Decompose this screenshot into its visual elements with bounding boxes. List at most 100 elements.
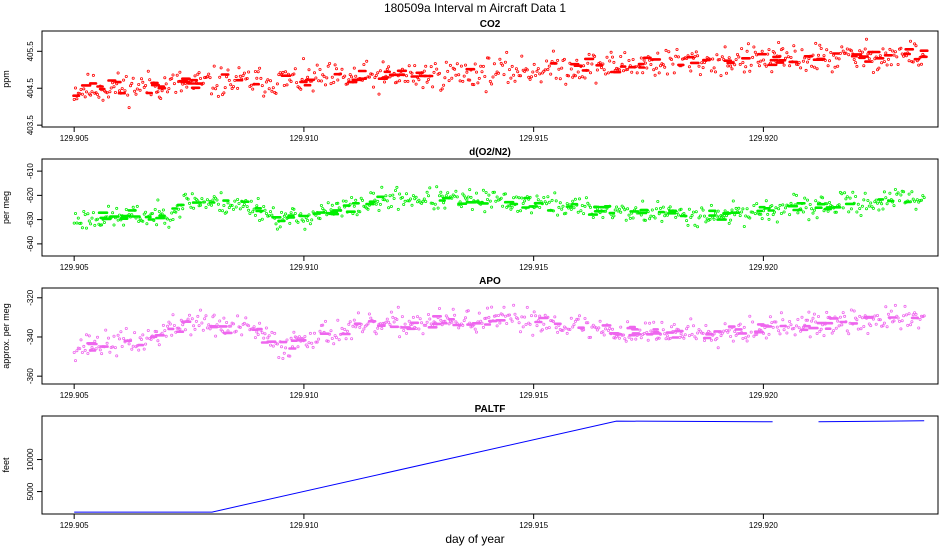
data-point <box>465 198 469 202</box>
data-point <box>896 316 900 320</box>
data-point <box>874 322 878 326</box>
data-point <box>369 316 373 320</box>
data-point <box>134 92 138 96</box>
data-point <box>241 205 245 209</box>
data-point <box>696 225 700 229</box>
data-point <box>237 66 241 70</box>
data-point <box>127 106 131 110</box>
data-point <box>260 84 264 88</box>
data-point <box>93 223 97 227</box>
data-point <box>214 196 218 200</box>
data-point <box>575 58 579 62</box>
data-point <box>225 75 229 79</box>
data-point <box>729 218 733 222</box>
data-point <box>825 202 829 206</box>
data-point <box>425 190 429 194</box>
data-point <box>891 49 895 53</box>
data-point <box>571 75 575 79</box>
data-point <box>764 336 768 340</box>
data-point <box>398 335 402 339</box>
data-point <box>796 211 800 215</box>
data-point <box>756 60 760 64</box>
data-point <box>738 62 742 66</box>
data-point <box>354 325 358 329</box>
data-point <box>461 323 465 327</box>
x-tick-label: 129.905 <box>60 391 89 400</box>
data-point <box>492 62 496 66</box>
data-point <box>800 315 804 319</box>
data-point <box>274 222 278 226</box>
data-point <box>481 64 485 68</box>
data-point <box>142 212 146 216</box>
data-point <box>474 191 478 195</box>
data-point <box>752 334 756 338</box>
data-point <box>547 200 551 204</box>
data-point <box>882 321 886 325</box>
data-point <box>382 198 386 202</box>
data-point <box>492 314 496 318</box>
data-point <box>207 202 211 206</box>
data-point <box>837 324 841 328</box>
data-point <box>350 337 354 341</box>
data-point <box>811 211 815 215</box>
data-point <box>395 185 399 189</box>
data-point <box>82 209 86 213</box>
data-point <box>241 74 245 78</box>
data-point <box>887 312 891 316</box>
data-point <box>917 326 921 330</box>
data-point <box>198 203 202 207</box>
data-point <box>417 327 421 331</box>
data-point <box>648 58 652 62</box>
data-point <box>782 210 786 214</box>
data-point <box>344 199 348 203</box>
data-point <box>697 216 701 220</box>
data-point <box>366 322 370 326</box>
data-point <box>211 86 215 90</box>
data-point <box>736 53 740 57</box>
data-point <box>700 61 704 65</box>
x-axis-label: day of year <box>445 532 504 546</box>
data-point <box>623 208 627 212</box>
data-point <box>650 208 654 212</box>
data-point <box>237 201 241 205</box>
data-point <box>727 328 731 332</box>
data-point <box>229 324 233 328</box>
data-point <box>841 311 845 315</box>
y-tick-label: 404.5 <box>26 78 35 99</box>
data-point <box>734 206 738 210</box>
data-point <box>797 61 801 65</box>
data-point <box>675 48 679 52</box>
data-point <box>587 203 591 207</box>
data-point <box>153 329 157 333</box>
data-point <box>192 206 196 210</box>
data-point <box>203 317 207 321</box>
data-point <box>560 207 564 211</box>
y-tick-label: 10000 <box>26 448 35 471</box>
data-point <box>829 51 833 55</box>
data-point <box>308 222 312 226</box>
data-point <box>465 70 469 74</box>
data-point <box>348 73 352 77</box>
data-point <box>490 205 494 209</box>
data-point <box>561 328 565 332</box>
data-point <box>626 67 630 71</box>
data-point <box>840 323 844 327</box>
data-point <box>573 197 577 201</box>
data-point <box>124 75 128 79</box>
data-point <box>887 57 891 61</box>
data-point <box>354 74 358 78</box>
data-point <box>350 75 354 79</box>
data-point <box>102 220 106 224</box>
data-point <box>204 205 208 209</box>
data-point <box>586 61 590 65</box>
data-point <box>179 89 183 93</box>
data-point <box>391 315 395 319</box>
data-point <box>612 214 616 218</box>
data-point <box>525 305 529 309</box>
data-point <box>200 321 204 325</box>
data-point <box>124 326 128 330</box>
data-point <box>163 329 167 333</box>
data-point <box>576 317 580 321</box>
data-point <box>884 305 888 309</box>
data-point <box>214 334 218 338</box>
